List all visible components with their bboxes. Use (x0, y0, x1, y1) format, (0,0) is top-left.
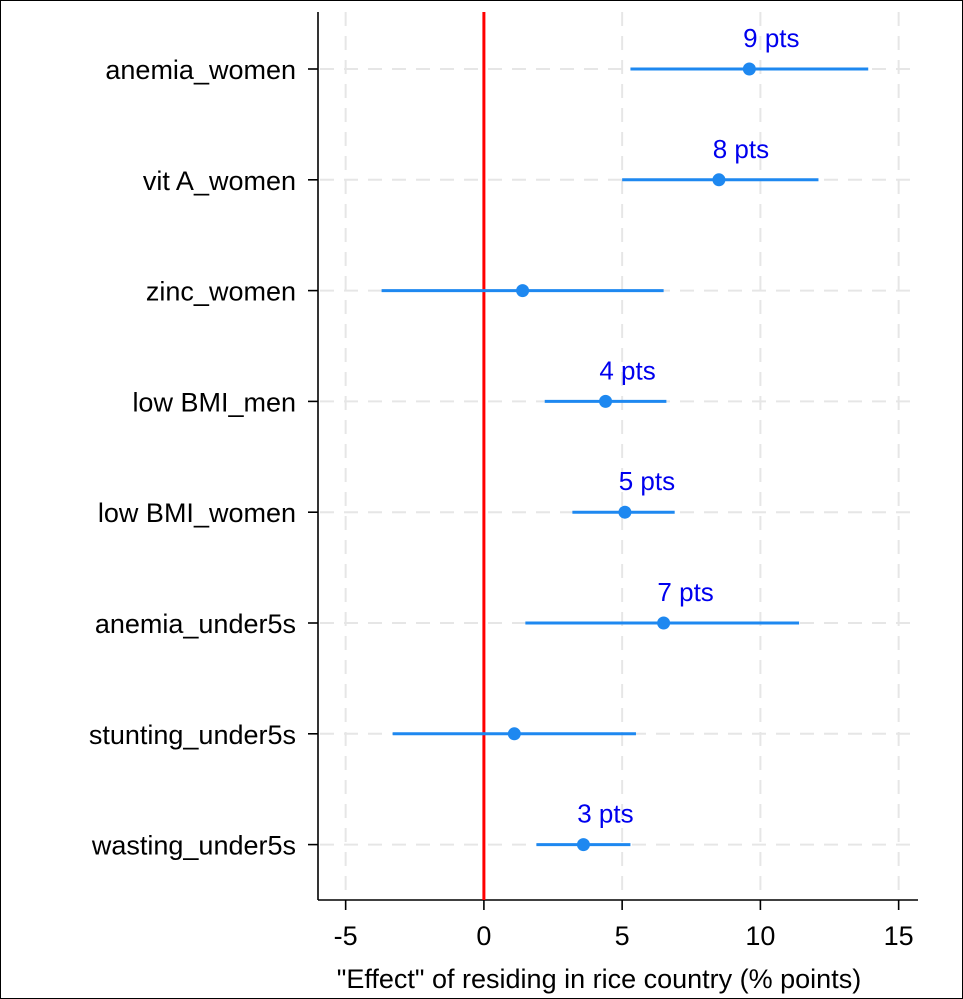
point-estimate (599, 394, 613, 408)
x-tick-label: 15 (884, 921, 914, 951)
point-estimate (576, 838, 590, 852)
point-estimate (657, 616, 671, 630)
category-label: wasting_under5s (91, 831, 296, 861)
x-tick-label: 0 (476, 921, 491, 951)
category-label: stunting_under5s (89, 720, 296, 750)
point-annotation: 3 pts (577, 799, 633, 829)
data-marks: 9 pts 8 pts 4 pts 5 pts 7 pts 3 pts (381, 23, 869, 852)
category-label: low BMI_women (98, 498, 296, 528)
point-estimate (618, 505, 632, 519)
category-label: anemia_women (105, 55, 296, 85)
grid-lines (320, 12, 918, 898)
category-label: low BMI_men (132, 387, 296, 417)
point-estimate (742, 62, 756, 76)
point-annotation: 4 pts (599, 355, 655, 385)
point-annotation: 8 pts (713, 134, 769, 164)
x-tick-label: 5 (615, 921, 630, 951)
x-tick-label: 10 (745, 921, 775, 951)
point-annotation: 7 pts (657, 577, 713, 607)
x-tick-label: -5 (334, 921, 358, 951)
point-annotation: 9 pts (743, 23, 799, 53)
category-label: anemia_under5s (95, 609, 296, 639)
axes (317, 12, 918, 901)
point-estimate (507, 727, 521, 741)
point-estimate (712, 173, 726, 187)
point-estimate (516, 284, 530, 298)
category-label: zinc_women (146, 277, 296, 307)
category-label: vit A_women (143, 166, 296, 196)
x-axis-title: "Effect" of residing in rice country (% … (337, 964, 861, 994)
point-annotation: 5 pts (619, 466, 675, 496)
